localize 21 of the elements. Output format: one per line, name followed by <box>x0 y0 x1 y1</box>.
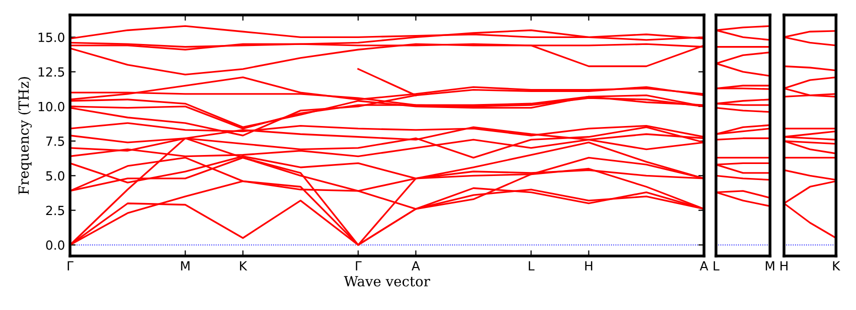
x-tick-label: L <box>528 261 535 270</box>
y-tick-label: 15.0 <box>38 32 64 42</box>
x-axis-title: Wave vector <box>344 276 430 286</box>
x-tick-label: A <box>412 261 420 270</box>
x-tick-label: M <box>181 261 190 270</box>
y-tick-label: 5.0 <box>46 171 64 181</box>
x-tick-label: Γ <box>356 261 362 270</box>
y-tick-label: 2.5 <box>46 206 64 216</box>
x-tick-label: M <box>766 261 774 270</box>
y-tick-label: 7.5 <box>46 136 64 146</box>
x-tick-label: Γ <box>68 261 74 270</box>
x-tick-label: L <box>714 261 720 270</box>
x-tick-label: K <box>833 261 840 270</box>
y-axis-title: Frequency (THz) <box>18 77 32 194</box>
y-tick-label: 10.0 <box>38 102 64 112</box>
x-tick-label: H <box>780 261 788 270</box>
y-tick-label: 12.5 <box>38 67 64 77</box>
x-tick-label: A <box>700 261 708 270</box>
y-tick-label: 0.0 <box>46 240 64 250</box>
x-tick-label: K <box>240 261 248 270</box>
x-tick-label: H <box>585 261 592 270</box>
